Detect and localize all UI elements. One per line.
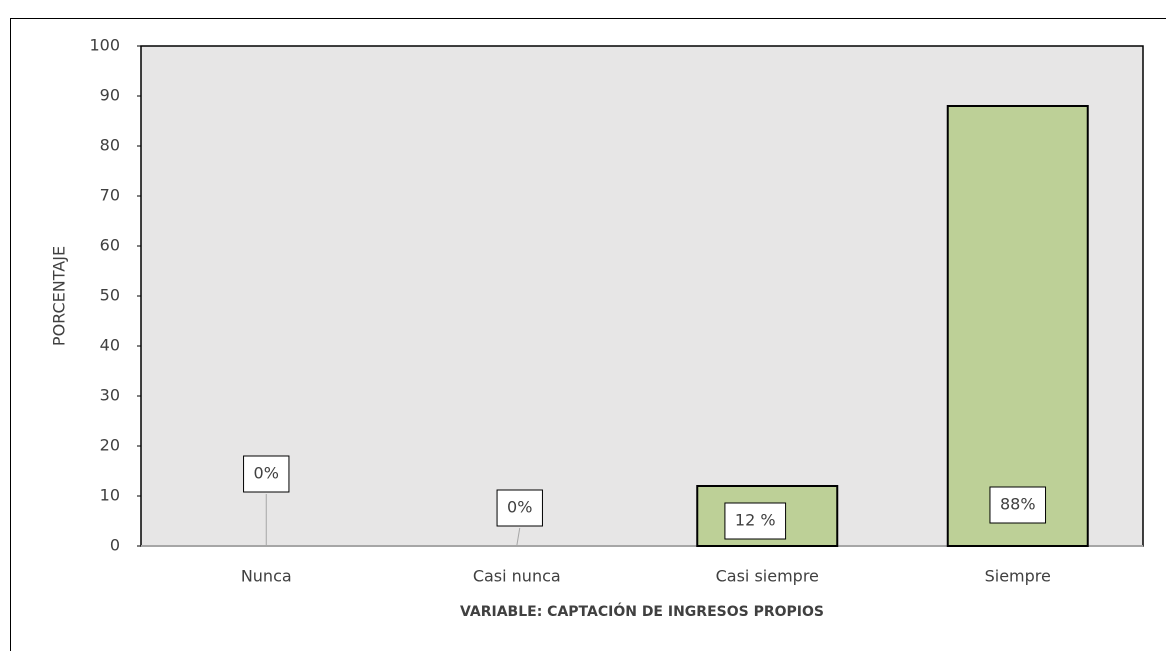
- x-tick-label: Casi nunca: [473, 567, 561, 586]
- y-tick-label: 70: [100, 186, 120, 205]
- data-label: 0%: [507, 498, 532, 517]
- data-label: 0%: [254, 464, 279, 483]
- y-tick-label: 10: [100, 486, 120, 505]
- data-label: 12 %: [735, 511, 776, 530]
- y-tick-label: 20: [100, 436, 120, 455]
- bar: [946, 105, 1089, 547]
- y-tick-label: 100: [89, 36, 120, 55]
- y-tick-label: 30: [100, 386, 120, 405]
- y-tick-label: 40: [100, 336, 120, 355]
- data-label-box: [989, 486, 1047, 524]
- x-tick-label: Casi siempre: [716, 567, 819, 586]
- y-tick-label: 50: [100, 286, 120, 305]
- data-label-box: [724, 502, 787, 540]
- data-label-box: [496, 489, 543, 527]
- x-axis-label: VARIABLE: CAPTACIÓN DE INGRESOS PROPIOS: [460, 602, 824, 620]
- y-axis-label: PORCENTAJE: [50, 246, 69, 346]
- y-tick-label: 80: [100, 136, 120, 155]
- leader-line: [516, 527, 521, 547]
- data-label: 88%: [1000, 495, 1036, 514]
- x-tick-label: Nunca: [241, 567, 292, 586]
- y-tick-label: 0: [110, 536, 120, 555]
- y-tick-label: 90: [100, 86, 120, 105]
- data-label-box: [243, 455, 290, 493]
- y-tick-label: 60: [100, 236, 120, 255]
- x-tick-label: Siempre: [985, 567, 1051, 586]
